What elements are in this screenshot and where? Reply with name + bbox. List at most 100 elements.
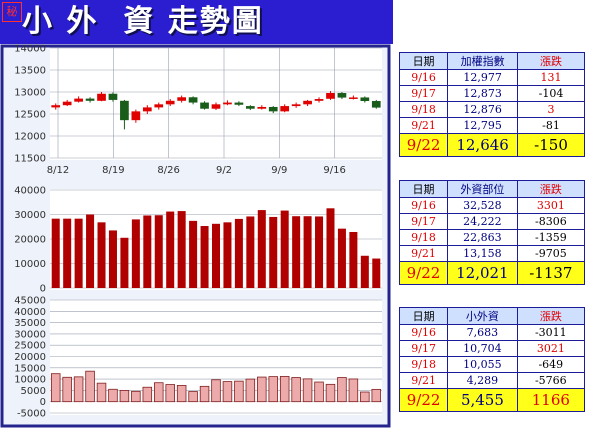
total-change: -1137 — [516, 261, 586, 285]
candle-body — [314, 99, 324, 101]
foreign-position-bar — [269, 216, 278, 288]
index-candlestick-chart: 11500 12000 12500 13000 13500 14000 8/12 8/19 8/… — [14, 44, 382, 176]
foreign-y-tick-label: 20000 — [14, 235, 46, 246]
retail-y-tick-label: 0 — [40, 397, 46, 408]
row-value: 12,873 — [447, 85, 519, 102]
retail-foreign-bar — [302, 378, 313, 403]
row-date: 9/17 — [398, 340, 449, 357]
table-row: 9/18 10,055 -649 — [398, 356, 586, 373]
retail-foreign-bar — [257, 376, 267, 403]
retail-y-tick-label: 30000 — [14, 329, 46, 340]
candle-body — [200, 102, 209, 109]
row-change: 3301 — [516, 197, 586, 214]
retail-y-tick-label: -5000 — [17, 409, 46, 420]
candle-body — [74, 98, 83, 102]
row-change: -8306 — [516, 213, 586, 230]
retail-foreign-bar — [279, 375, 290, 403]
retail-y-tick-label: 40000 — [14, 307, 46, 318]
retail-foreign-bar — [314, 381, 324, 403]
retail-foreign-bar — [222, 381, 233, 403]
retail-foreign-bar — [96, 382, 107, 403]
row-change: -104 — [517, 85, 585, 102]
foreign-position-bar — [372, 258, 381, 288]
chart-panel: 11500 12000 12500 13000 13500 14000 8/12 8/19 8/… — [0, 44, 391, 428]
row-value: 7,683 — [447, 324, 518, 341]
candle-body — [223, 102, 232, 105]
retail-foreign-bar — [108, 388, 118, 403]
candle-body — [349, 97, 358, 99]
table-row: 9/16 12,977 131 — [398, 69, 585, 86]
candle-body — [234, 102, 244, 105]
candle-body — [280, 106, 290, 112]
retail-y-tick-label: 10000 — [14, 375, 46, 386]
row-value: 12,795 — [447, 117, 519, 134]
header-value: 外資部位 — [446, 180, 518, 198]
foreign-position-bar — [349, 231, 358, 288]
foreign-position-bar — [315, 216, 324, 288]
total-date: 9/22 — [398, 388, 449, 412]
row-change: -81 — [517, 117, 585, 134]
foreign-position-bar-chart: 0 10000 20000 30000 40000 — [14, 186, 382, 295]
foreign-position-bar — [360, 255, 369, 288]
foreign-position-bar — [246, 216, 255, 288]
foreign-position-bar — [63, 218, 72, 288]
total-date: 9/22 — [399, 261, 448, 285]
retail-foreign-bar — [291, 377, 301, 403]
row-date: 9/18 — [398, 356, 449, 373]
retail-y-tick-label: 15000 — [14, 363, 46, 374]
foreign-position-bar — [303, 216, 312, 288]
table-header-row: 日期 外資部位 漲跌 — [399, 180, 586, 198]
retail-y-tick-label: 45000 — [14, 296, 46, 307]
candle-body — [291, 104, 301, 107]
row-value: 13,158 — [446, 245, 518, 262]
foreign-y-tick-label: 0 — [40, 284, 46, 295]
total-value: 12,646 — [447, 133, 519, 157]
foreign-position-bar — [108, 230, 117, 288]
foreign-position-bar — [143, 215, 152, 288]
retail-foreign-bar — [131, 390, 141, 403]
retail-foreign-bar — [268, 376, 278, 403]
row-change: 3 — [517, 101, 585, 118]
foreign-y-tick-label: 30000 — [14, 210, 46, 221]
candle-body — [360, 97, 370, 102]
row-date: 9/18 — [399, 229, 448, 246]
row-change: 3021 — [516, 340, 586, 357]
row-value: 24,222 — [446, 213, 518, 230]
retail-foreign-table: 日期 小外資 漲跌 9/16 7,683 -3011 9/17 10,704 3021 … — [398, 307, 586, 412]
row-date: 9/21 — [399, 245, 448, 262]
header-date: 日期 — [398, 52, 449, 70]
index-y-tick-label: 12500 — [14, 110, 46, 121]
row-change: 131 — [517, 69, 585, 86]
table-row: 9/17 10,704 3021 — [398, 340, 586, 357]
table-total-row: 9/22 5,455 1166 — [398, 388, 586, 412]
row-change: -1359 — [516, 229, 586, 246]
foreign-position-bar — [74, 218, 83, 288]
retail-foreign-bar — [176, 385, 187, 403]
chart-header: 秘 小 外 資 走勢圖 — [0, 0, 393, 44]
retail-foreign-bar-chart: -500005000100001500020000250003000035000… — [14, 296, 382, 420]
candle-body — [154, 104, 164, 108]
foreign-position-bar — [189, 220, 198, 288]
foreign-position-table: 日期 外資部位 漲跌 9/16 32,528 3301 9/17 24,222 -830… — [399, 180, 586, 285]
index-x-tick-label: 8/26 — [157, 165, 179, 176]
total-value: 5,455 — [447, 388, 518, 412]
foreign-position-bar — [51, 218, 60, 288]
row-date: 9/21 — [398, 117, 449, 134]
secret-seal: 秘 — [2, 2, 22, 22]
retail-foreign-bar — [371, 388, 382, 403]
foreign-position-bar — [257, 210, 266, 288]
foreign-position-bar — [97, 222, 106, 288]
foreign-position-bar — [120, 237, 129, 288]
retail-foreign-bar — [142, 386, 153, 403]
candle-body — [245, 106, 255, 109]
row-change: -649 — [516, 356, 586, 373]
candle-body — [303, 100, 312, 105]
candle-body — [131, 111, 141, 121]
candle-body — [85, 98, 95, 101]
candle-body — [108, 93, 118, 100]
retail-foreign-bar — [119, 389, 130, 403]
foreign-position-bar — [177, 211, 186, 288]
header-value: 小外資 — [447, 307, 518, 325]
row-value: 12,876 — [447, 101, 519, 118]
header-change: 漲跌 — [517, 52, 585, 70]
